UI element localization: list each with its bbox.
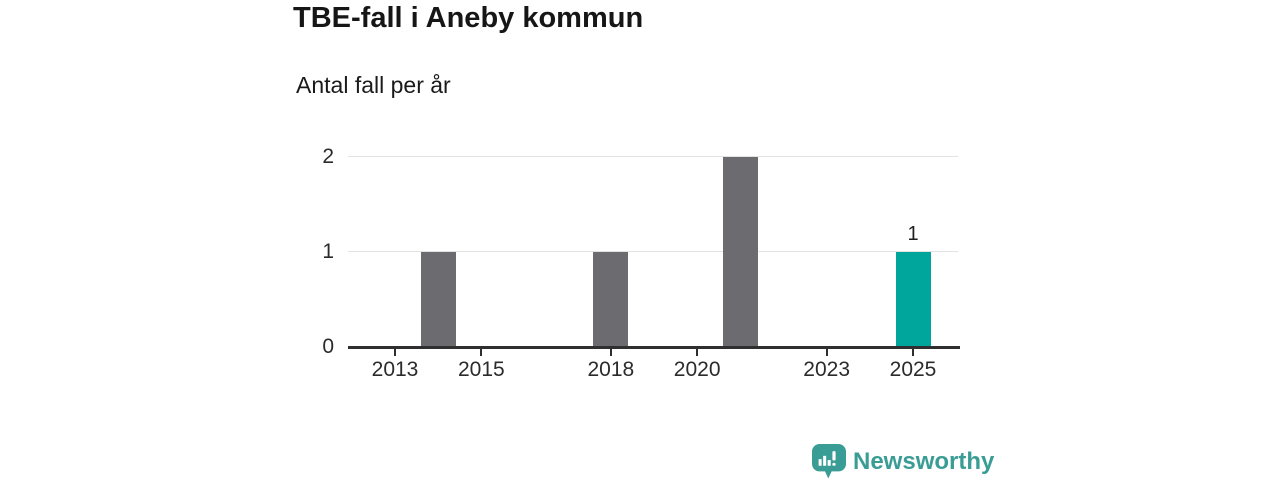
x-tick-mark-2018 [609,349,612,356]
newsworthy-logo-text: Newsworthy [853,447,995,475]
x-axis-tick-label: 2025 [889,358,937,381]
newsworthy-bubble-chart-icon [812,444,846,479]
x-axis-tick-label: 2023 [803,358,851,381]
y-axis-tick-label: 0 [322,335,334,358]
newsworthy-logo[interactable]: Newsworthy [812,444,994,479]
x-tick-mark-2020 [696,349,699,356]
plot-area: 0 1 2 2013 2015 2018 2020 2023 2025 1 [322,145,960,381]
x-axis-tick-label: 2015 [457,358,505,381]
highlight-value-label: 1 [907,223,919,245]
y-axis-tick-label: 1 [322,240,334,263]
bar-2014 [420,252,456,347]
x-axis-line [348,346,960,349]
x-tick-mark-2025 [912,349,914,356]
x-tick-mark-2023 [825,349,828,356]
x-tick-mark-2015 [480,349,483,356]
chart-subtitle: Antal fall per år [296,72,451,98]
x-axis-tick-label: 2018 [587,358,635,381]
x-axis-tick-label: 2013 [371,358,419,381]
x-axis-tick-label: 2020 [673,358,721,381]
bar-2018 [593,252,629,347]
gridline-y-1 [348,251,958,252]
bar-2021 [722,157,758,347]
bar-2025 [895,252,931,347]
gridline-y-2 [348,156,958,157]
y-axis-tick-label: 2 [322,145,334,168]
chart-title: TBE-fall i Aneby kommun [293,2,644,34]
x-tick-mark-2013 [394,349,396,356]
